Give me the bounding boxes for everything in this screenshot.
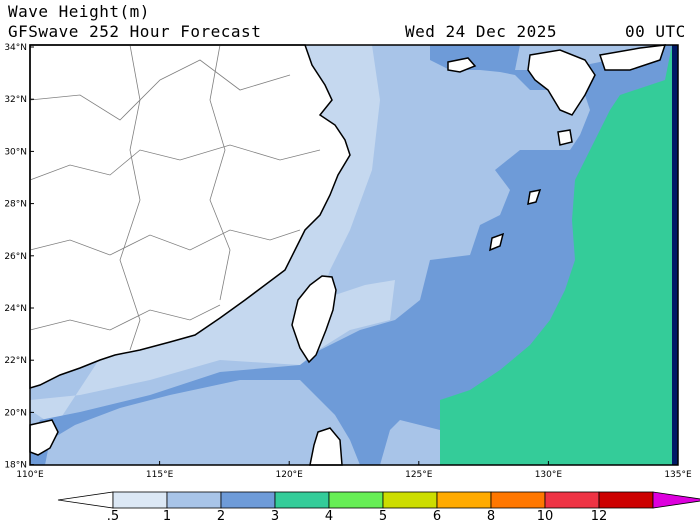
colorbar-label: 1 [163,509,171,524]
colorbar-label: .5 [107,509,119,524]
colorbar-swatch [328,491,384,509]
colorbar-label: 10 [537,509,554,524]
lat-label: 24°N [4,304,27,314]
lat-label: 18°N [4,461,27,471]
lat-label: 26°N [4,252,27,262]
lon-label: 110°E [16,470,44,480]
colorbar-swatch [112,491,168,509]
colorbar-label: 3 [271,509,279,524]
colorbar-swatch [166,491,222,509]
colorbar-swatch [598,491,654,509]
lat-label: 22°N [4,356,27,366]
lat-label: 20°N [4,408,27,418]
colorbar-label: 2 [217,509,225,524]
forecast-label: GFSwave 252 Hour Forecast [8,22,262,41]
colorbar-label: 4 [325,509,333,524]
lon-label: 135°E [664,470,692,480]
forecast-date: Wed 24 Dec 2025 [405,22,557,41]
lat-label: 32°N [4,95,27,105]
lat-label: 28°N [4,200,27,210]
lon-label: 125°E [405,470,433,480]
longitude-axis: 110°E 115°E 120°E 125°E 130°E 135°E [16,461,692,480]
colorbar-swatch [544,491,600,509]
jeju-island [447,57,477,73]
okinawa-island [489,232,505,252]
colorbar-end-arrow [652,491,700,509]
lon-label: 130°E [535,470,563,480]
colorbar: .5 1 2 3 4 5 6 8 10 12 [57,491,700,524]
amami-island [527,189,542,206]
colorbar-swatch [274,491,330,509]
forecast-time: 00 UTC [625,22,686,41]
lat-label: 34°N [4,43,27,53]
latitude-axis: 34°N 32°N 30°N 28°N 26°N 24°N 22°N 20°N 18°N [4,43,34,471]
lat-label: 30°N [4,147,27,157]
colorbar-label: 12 [591,509,608,524]
colorbar-swatch [490,491,546,509]
kyushu-island [527,49,596,116]
colorbar-swatch [382,491,438,509]
colorbar-label: 8 [487,509,495,524]
chart-title: Wave Height(m) [8,2,150,21]
colorbar-label: 6 [433,509,441,524]
colorbar-label: 5 [379,509,387,524]
rough-band [440,45,678,465]
province-borders [29,44,321,351]
edge-strip [672,45,678,465]
taiwan-island [291,275,337,364]
lon-label: 115°E [146,470,174,480]
colorbar-swatch [220,491,276,509]
islet-1 [557,129,573,146]
shikoku-island [599,44,667,71]
colorbar-start-arrow [57,491,114,509]
colorbar-swatch [436,491,492,509]
mainland [29,44,351,390]
map-frame [29,44,679,466]
lon-label: 120°E [276,470,304,480]
